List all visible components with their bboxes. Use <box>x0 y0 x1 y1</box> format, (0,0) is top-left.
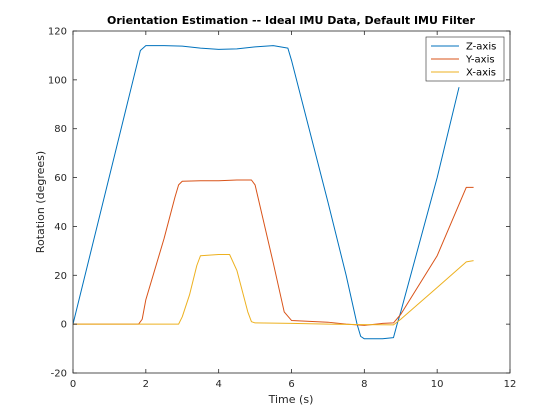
legend: Z-axis Y-axis X-axis <box>425 36 505 82</box>
x-tick-label: 4 <box>215 379 221 390</box>
x-tick-label: 6 <box>288 379 294 390</box>
y-axis-label: Rotation (degrees) <box>34 151 47 253</box>
x-tick-label: 0 <box>70 379 76 390</box>
legend-label: Z-axis <box>466 42 496 53</box>
y-tick-label: 60 <box>54 173 67 184</box>
legend-label: X-axis <box>466 68 496 79</box>
y-tick-label: 120 <box>48 27 67 38</box>
y-tick-label: 100 <box>48 75 67 86</box>
x-tick-label: 8 <box>361 379 367 390</box>
y-tick-label: 80 <box>54 124 67 135</box>
series-line-x-axis <box>73 254 474 326</box>
x-axis-label: Time (s) <box>268 393 314 406</box>
x-tick-label: 12 <box>504 379 517 390</box>
series-layer <box>73 45 474 340</box>
series-line-z-axis <box>73 45 460 340</box>
x-tick-label: 2 <box>143 379 149 390</box>
y-tick-label: -20 <box>51 369 67 380</box>
series-line-y-axis <box>73 179 474 326</box>
chart-title: Orientation Estimation -- Ideal IMU Data… <box>107 14 476 27</box>
y-tick-label: 40 <box>54 222 67 233</box>
y-tick-label: 0 <box>61 320 67 331</box>
plot-background <box>73 31 510 373</box>
legend-label: Y-axis <box>465 55 495 66</box>
x-tick-label: 10 <box>431 379 444 390</box>
y-tick-label: 20 <box>54 271 67 282</box>
